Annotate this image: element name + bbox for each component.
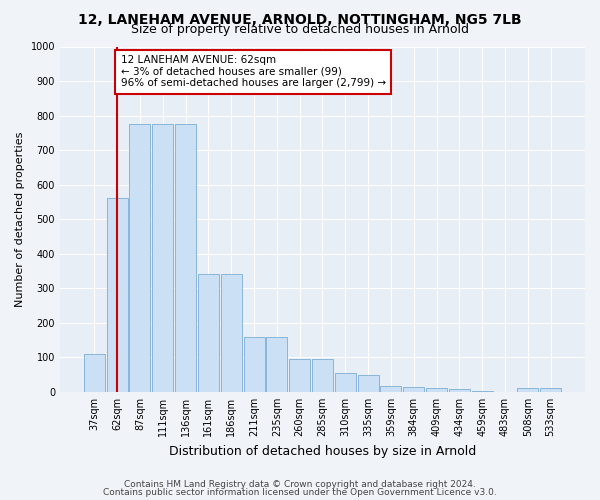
Bar bbox=[198, 274, 219, 392]
Bar bbox=[472, 390, 493, 392]
Bar bbox=[403, 386, 424, 392]
Text: Size of property relative to detached houses in Arnold: Size of property relative to detached ho… bbox=[131, 22, 469, 36]
Bar bbox=[221, 274, 242, 392]
Bar bbox=[426, 388, 447, 392]
Text: Contains public sector information licensed under the Open Government Licence v3: Contains public sector information licen… bbox=[103, 488, 497, 497]
Text: Contains HM Land Registry data © Crown copyright and database right 2024.: Contains HM Land Registry data © Crown c… bbox=[124, 480, 476, 489]
Bar bbox=[449, 389, 470, 392]
Bar bbox=[540, 388, 561, 392]
Bar bbox=[289, 359, 310, 392]
Bar bbox=[517, 388, 538, 392]
Bar bbox=[312, 359, 333, 392]
Bar bbox=[244, 336, 265, 392]
Bar bbox=[107, 198, 128, 392]
Bar bbox=[335, 373, 356, 392]
Text: 12, LANEHAM AVENUE, ARNOLD, NOTTINGHAM, NG5 7LB: 12, LANEHAM AVENUE, ARNOLD, NOTTINGHAM, … bbox=[78, 12, 522, 26]
Bar bbox=[152, 124, 173, 392]
Bar bbox=[130, 124, 151, 392]
X-axis label: Distribution of detached houses by size in Arnold: Distribution of detached houses by size … bbox=[169, 444, 476, 458]
Bar bbox=[266, 336, 287, 392]
Text: 12 LANEHAM AVENUE: 62sqm
← 3% of detached houses are smaller (99)
96% of semi-de: 12 LANEHAM AVENUE: 62sqm ← 3% of detache… bbox=[121, 55, 386, 88]
Bar bbox=[358, 374, 379, 392]
Bar bbox=[380, 386, 401, 392]
Y-axis label: Number of detached properties: Number of detached properties bbox=[15, 132, 25, 307]
Bar bbox=[84, 354, 105, 392]
Bar bbox=[175, 124, 196, 392]
